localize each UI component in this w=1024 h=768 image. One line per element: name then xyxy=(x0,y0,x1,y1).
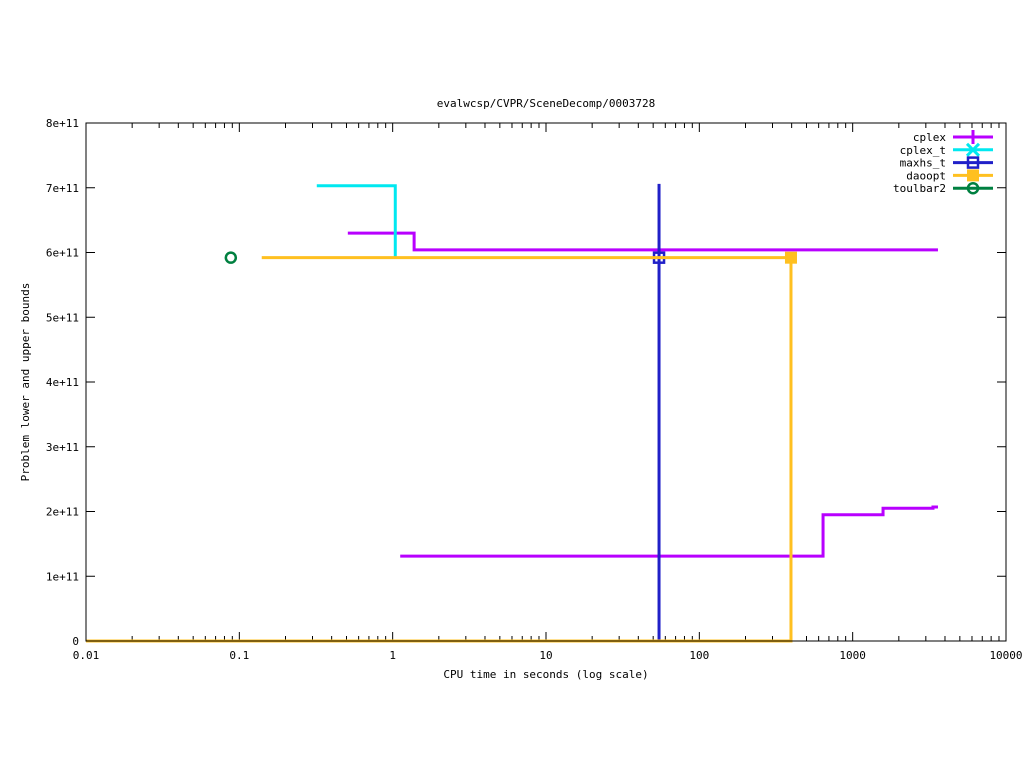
x-tick-label: 10000 xyxy=(989,649,1022,662)
x-axis-label: CPU time in seconds (log scale) xyxy=(443,668,648,681)
y-tick-label: 0 xyxy=(72,635,79,648)
legend-label: toulbar2 xyxy=(893,182,946,195)
legend-label: maxhs_t xyxy=(900,157,946,170)
plot-frame xyxy=(85,122,1007,642)
y-tick-label: 4e+11 xyxy=(46,376,79,389)
x-tick-label: 1000 xyxy=(839,649,866,662)
chart-title: evalwcsp/CVPR/SceneDecomp/0003728 xyxy=(437,97,656,110)
legend-label: cplex xyxy=(913,131,946,144)
y-tick-label: 5e+11 xyxy=(46,311,79,324)
cplex_t-line xyxy=(316,184,397,258)
series-cplex xyxy=(347,231,938,558)
daoopt-marker xyxy=(784,251,797,264)
legend-label: cplex_t xyxy=(900,144,946,157)
y-tick-label: 2e+11 xyxy=(46,506,79,519)
y-tick-label: 6e+11 xyxy=(46,247,79,260)
series-toulbar2 xyxy=(224,251,238,264)
x-tick-label: 0.1 xyxy=(229,649,249,662)
series-maxhs_t xyxy=(652,183,666,641)
x-tick-label: 100 xyxy=(689,649,709,662)
daoopt-line xyxy=(86,257,793,643)
toulbar2-marker xyxy=(224,251,238,264)
y-tick-label: 7e+11 xyxy=(46,182,79,195)
cplex-line xyxy=(347,231,938,252)
y-tick-label: 3e+11 xyxy=(46,441,79,454)
legend-marker-cplex_t xyxy=(965,142,981,157)
legend-marker-daoopt xyxy=(967,169,979,182)
y-tick-label: 8e+11 xyxy=(46,117,79,130)
legend-label: daoopt xyxy=(906,169,946,182)
x-tick-label: 10 xyxy=(539,649,552,662)
cplex-line xyxy=(400,505,938,558)
legend-marker-maxhs_t xyxy=(966,156,980,169)
x-tick-label: 1 xyxy=(389,649,396,662)
x-tick-label: 0.01 xyxy=(73,649,100,662)
legend-marker-cplex xyxy=(966,130,980,144)
plot-area xyxy=(86,183,938,643)
y-tick-label: 1e+11 xyxy=(46,570,79,583)
y-axis-label: Problem lower and upper bounds xyxy=(19,283,32,482)
legend-marker-toulbar2 xyxy=(966,181,980,195)
axes: 0.01 0.1 1 10 100 1000 10000 0 1e+11 2e+11 3e+11 4e… xyxy=(46,117,1023,662)
series-daoopt xyxy=(86,251,797,643)
series-cplex_t xyxy=(316,184,397,258)
